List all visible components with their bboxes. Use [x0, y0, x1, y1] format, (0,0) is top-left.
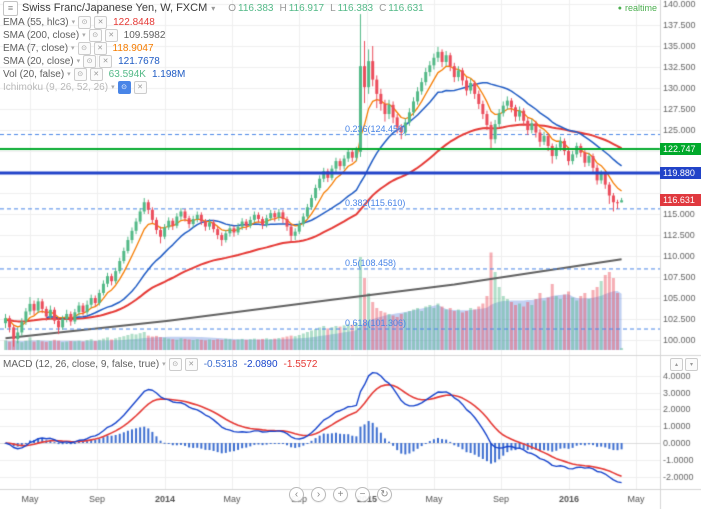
ohlc-open-label: O: [228, 2, 237, 14]
indicator-legend-row: Ichimoku (9, 26, 52, 26) ▾ ⊙ ✕: [3, 80, 147, 94]
fib-level-label[interactable]: 0.618(101.306): [345, 318, 407, 329]
ohlc-low-value: 116.383: [337, 2, 374, 14]
remove-indicator-icon[interactable]: ✕: [99, 54, 113, 68]
scroll-right-button[interactable]: ›: [311, 487, 326, 502]
visibility-toggle-icon[interactable]: ⊙: [83, 54, 97, 68]
remove-indicator-icon[interactable]: ✕: [133, 80, 147, 94]
indicator-value: 121.7678: [118, 55, 160, 67]
macd-legend-row: MACD (12, 26, close, 9, false, true) ▾ ⊙ ✕ -…: [3, 357, 318, 371]
chart-menu-icon[interactable]: ≡: [3, 0, 18, 16]
reset-chart-button[interactable]: ↻: [377, 487, 392, 502]
indicator-caret-icon[interactable]: ▾: [71, 45, 75, 52]
indicator-legend-row: EMA (55, hlc3) ▾ ⊙ ✕ 122.8448: [3, 15, 155, 29]
zoom-out-button[interactable]: −: [355, 487, 370, 502]
scroll-left-button[interactable]: ‹: [289, 487, 304, 502]
indicator-value: -2.0890: [243, 358, 278, 370]
indicator-name[interactable]: Ichimoku (9, 26, 52, 26): [3, 81, 109, 93]
indicator-caret-icon[interactable]: ▾: [111, 84, 115, 91]
indicator-legend-row: EMA (7, close) ▾ ⊙ ✕ 118.9047: [3, 41, 154, 55]
indicator-name[interactable]: SMA (20, close): [3, 55, 74, 67]
indicator-caret-icon[interactable]: ▾: [71, 19, 76, 26]
indicator-name[interactable]: Vol (20, false): [3, 68, 65, 80]
indicator-value: 109.5982: [123, 29, 166, 41]
indicator-legend-row: SMA (200, close) ▾ ⊙ ✕ 109.5982: [3, 28, 166, 42]
indicator-value: 118.9047: [112, 42, 154, 54]
pane-move-up-button[interactable]: ▴: [670, 358, 683, 371]
indicator-value: -1.5572: [283, 358, 318, 370]
visibility-toggle-icon[interactable]: ⊙: [77, 41, 91, 55]
macd-pane-controls: ▴ ▾: [670, 358, 698, 371]
visibility-toggle-icon[interactable]: ⊙: [78, 15, 92, 29]
pane-move-down-button[interactable]: ▾: [685, 358, 698, 371]
indicator-value: 63.594K: [108, 68, 146, 80]
indicator-name[interactable]: SMA (200, close): [3, 29, 80, 41]
indicator-value: 122.8448: [113, 16, 155, 28]
fib-level-label[interactable]: 0.5(108.458): [345, 257, 397, 268]
price-label-blue-line: 119.880: [660, 167, 701, 179]
visibility-toggle-icon[interactable]: ⊙: [168, 357, 182, 371]
ohlc-close-label: C: [379, 2, 387, 14]
symbol-caret-icon[interactable]: ▾: [211, 3, 216, 13]
indicator-caret-icon[interactable]: ▾: [162, 361, 166, 368]
fib-level-label[interactable]: 0.382(115.610): [345, 197, 406, 208]
price-label-green-line: 122.747: [660, 142, 701, 155]
indicator-value: -0.5318: [203, 358, 238, 370]
indicator-value: 1.198M: [151, 68, 186, 80]
indicator-caret-icon[interactable]: ▾: [67, 71, 71, 78]
ohlc-low-label: L: [330, 2, 336, 14]
ohlc-high-value: 116.917: [288, 2, 325, 14]
indicator-name[interactable]: EMA (55, hlc3): [3, 16, 69, 28]
remove-indicator-icon[interactable]: ✕: [94, 15, 108, 29]
visibility-toggle-icon[interactable]: ⊙: [117, 80, 131, 94]
visibility-toggle-icon[interactable]: ⊙: [73, 67, 87, 81]
realtime-badge: ● realtime: [618, 3, 657, 13]
remove-indicator-icon[interactable]: ✕: [93, 41, 107, 55]
remove-indicator-icon[interactable]: ✕: [184, 357, 198, 371]
remove-indicator-icon[interactable]: ✕: [104, 28, 118, 42]
realtime-label: realtime: [624, 3, 657, 13]
indicator-legend-row: SMA (20, close) ▾ ⊙ ✕ 121.7678: [3, 54, 160, 68]
visibility-toggle-icon[interactable]: ⊙: [88, 28, 102, 42]
ohlc-values: O 116.383 H 116.917 L 116.383 C 116.631: [222, 3, 423, 14]
price-label-last-price: 116.631: [660, 194, 701, 207]
realtime-dot-icon: ●: [617, 4, 622, 12]
symbol-title[interactable]: Swiss Franc/Japanese Yen, W, FXCM: [22, 2, 208, 14]
indicator-legend-row: Vol (20, false) ▾ ⊙ ✕ 63.594K 1.198M: [3, 67, 186, 81]
ohlc-open-value: 116.383: [238, 2, 274, 14]
zoom-in-button[interactable]: +: [333, 487, 348, 502]
remove-indicator-icon[interactable]: ✕: [89, 67, 103, 81]
chart-nav-controls: ‹ › + − ↻: [289, 487, 392, 502]
indicator-name[interactable]: EMA (7, close): [3, 42, 69, 54]
indicator-caret-icon[interactable]: ▾: [76, 58, 81, 65]
indicator-caret-icon[interactable]: ▾: [82, 32, 86, 39]
ohlc-close-value: 116.631: [388, 2, 424, 14]
fib-level-label[interactable]: 0.236(124.459): [345, 123, 407, 134]
ohlc-high-label: H: [279, 2, 287, 14]
indicator-name[interactable]: MACD (12, 26, close, 9, false, true): [3, 358, 160, 370]
